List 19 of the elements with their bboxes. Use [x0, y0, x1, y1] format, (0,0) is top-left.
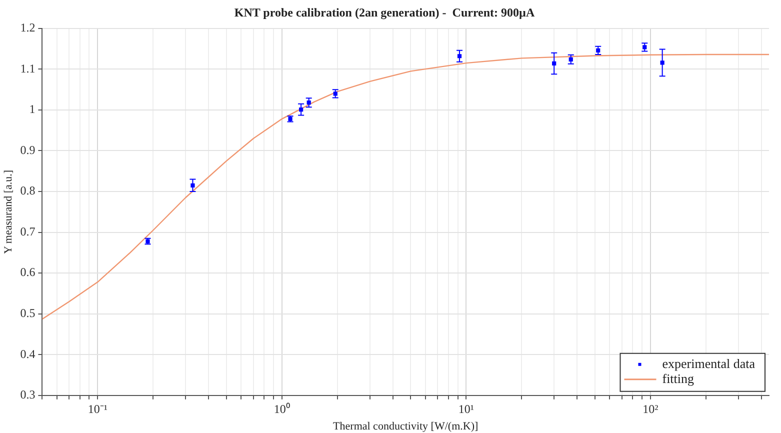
- chart-title: KNT probe calibration (2an generation) - Current: 900µA: [234, 5, 535, 20]
- x-tick-label: 10²: [642, 402, 659, 416]
- y-axis-title: Y measurand [a.u.]: [2, 170, 14, 254]
- x-axis-title: Thermal conductivity [W/(m.K)]: [333, 420, 478, 432]
- y-tick-label: 1.2: [20, 20, 36, 35]
- y-tick-label: 0.3: [20, 388, 36, 402]
- y-tick-label: 0.5: [20, 306, 36, 320]
- y-tick-label: 1: [29, 102, 36, 116]
- y-tick-label: 0.9: [20, 142, 36, 157]
- y-tick-label: 0.7: [20, 224, 36, 238]
- x-tick-label: 10⁻¹: [88, 402, 108, 416]
- legend-label: experimental data: [662, 356, 756, 371]
- y-tick-label: 0.4: [20, 346, 36, 361]
- y-tick-label: 0.6: [20, 265, 36, 280]
- x-tick-label: 10¹: [458, 402, 474, 416]
- x-tick-label: 10⁰: [274, 402, 290, 416]
- y-tick-label: 1.1: [20, 61, 36, 76]
- legend-label: fitting: [662, 370, 695, 386]
- y-tick-label: 0.8: [20, 184, 36, 198]
